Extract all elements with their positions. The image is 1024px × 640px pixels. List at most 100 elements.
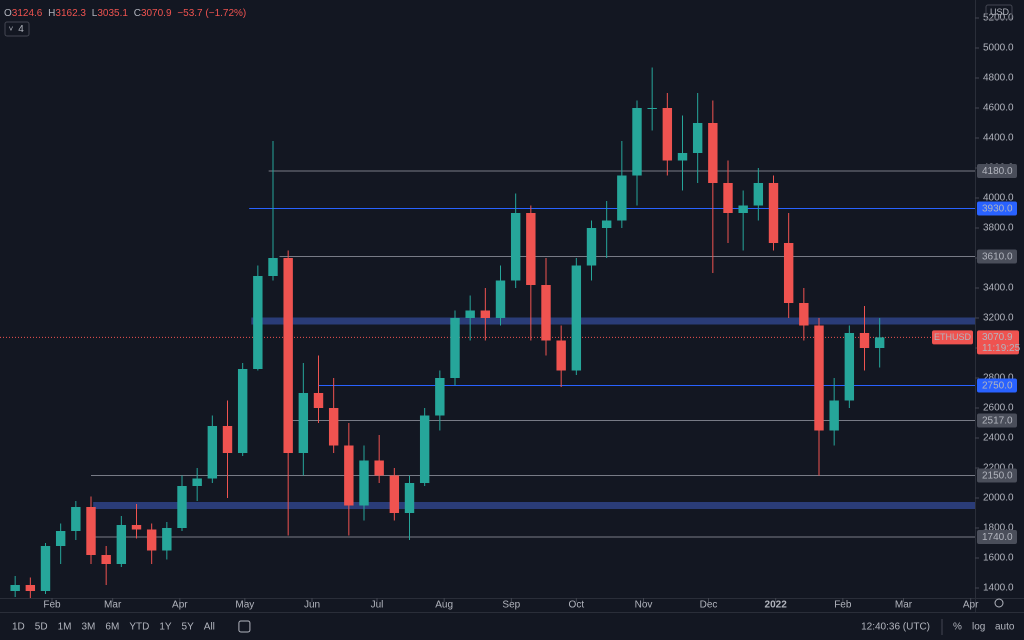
candle-body [844, 333, 855, 401]
candle-body [435, 378, 445, 416]
log-toggle[interactable]: log [972, 622, 985, 633]
range-button[interactable]: All [204, 622, 215, 633]
candle-body [419, 415, 430, 483]
y-tick-label: 5200.0 [983, 13, 1014, 24]
candle-body [632, 108, 642, 176]
level-tag [977, 530, 1017, 544]
candle-body [162, 528, 172, 551]
candle-body [131, 525, 142, 530]
y-tick-label: 4400.0 [983, 133, 1014, 144]
level-label: 1740.0 [982, 532, 1013, 543]
countdown-label: 11:19:25 [982, 343, 1021, 354]
candle-body [328, 408, 339, 446]
auto-toggle[interactable]: auto [995, 622, 1015, 633]
open-label: O [4, 8, 12, 19]
candle-body [541, 285, 551, 341]
candle-body [222, 426, 233, 453]
open-value: 3124.6 [12, 8, 43, 19]
y-tick-label: 3400.0 [983, 283, 1014, 294]
candle-body [526, 213, 536, 285]
indicator-toggle[interactable] [4, 21, 30, 37]
x-tick-label: Sep [502, 600, 520, 611]
percent-toggle[interactable]: % [953, 622, 962, 633]
y-tick-label: 4600.0 [983, 103, 1014, 114]
level-tag [977, 378, 1017, 393]
candle-body [283, 258, 293, 453]
ohlc-legend: O3124.6 H3162.3 L3035.1 C3070.9 −53.7 (−… [4, 8, 246, 19]
x-tick-label: Mar [104, 600, 122, 611]
y-tick-label: 4800.0 [983, 73, 1014, 84]
candle-body [814, 325, 824, 431]
candle-body [268, 258, 278, 276]
x-tick-label: Apr [172, 600, 188, 611]
x-tick-label: Nov [635, 600, 653, 611]
currency: USD [990, 7, 1010, 17]
y-tick-label: 4000.0 [983, 193, 1014, 204]
settings-icon[interactable] [994, 598, 1004, 608]
level-label: 2517.0 [982, 416, 1013, 427]
range-button[interactable]: 1Y [159, 622, 172, 633]
candle-body [662, 108, 673, 161]
candles [10, 67, 885, 598]
clock: 12:40:36 (UTC) [861, 622, 930, 633]
x-tick-label: Jul [371, 600, 384, 611]
range-button[interactable]: YTD [129, 622, 149, 633]
price-tag [977, 330, 1019, 355]
candle-body [617, 175, 627, 221]
y-tick-label: 3800.0 [983, 223, 1014, 234]
low-label: L [92, 8, 98, 19]
y-tick-label: 5000.0 [983, 43, 1014, 54]
high-value: 3162.3 [55, 8, 86, 19]
candle-body [253, 276, 263, 369]
candle-body [10, 585, 20, 591]
range-button[interactable]: 5D [35, 622, 48, 633]
candle-body [237, 369, 248, 453]
candle-body [374, 460, 384, 476]
candle-body [783, 243, 794, 303]
x-tick-label: Aug [435, 600, 453, 611]
candle-body [207, 426, 218, 479]
candle-body [71, 507, 81, 531]
y-tick-label: 2400.0 [983, 433, 1014, 444]
candle-body [738, 205, 748, 213]
range-button[interactable]: 5Y [182, 622, 195, 633]
candle-body [708, 123, 718, 183]
range-button[interactable]: 1D [12, 622, 25, 633]
candle-body [192, 478, 202, 486]
candle-body [768, 183, 779, 243]
range-button[interactable]: 3M [82, 622, 96, 633]
level-tag [977, 249, 1017, 264]
axes: 1400.0 1600.0 1800.0 2000.0 2200.0 2400.0 2600… [43, 13, 1020, 611]
range-button[interactable]: 1M [58, 622, 72, 633]
level-tag [977, 164, 1017, 178]
x-tick-label: Mar [895, 600, 913, 611]
symbol-tag [932, 330, 973, 345]
candle-body [647, 108, 657, 109]
y-tick-label: 2200.0 [983, 463, 1014, 474]
candle-body [101, 555, 111, 564]
levels [0, 170, 975, 538]
candle-body [86, 507, 96, 555]
chevron: ˅ [9, 25, 14, 34]
candle-body [313, 393, 324, 408]
currency-button[interactable] [985, 4, 1013, 20]
x-tick-label: Oct [569, 600, 585, 611]
date-range-icon[interactable] [238, 620, 251, 633]
range-button[interactable]: 6M [105, 622, 119, 633]
change: −53.7 (−1.72%) [177, 8, 246, 19]
x-tick-label: Apr [963, 600, 979, 611]
x-tick-label: 2022 [765, 600, 788, 611]
x-tick-label: May [235, 600, 254, 611]
candle-body [344, 445, 354, 506]
candle-body [510, 213, 521, 281]
high-label: H [48, 8, 55, 19]
indicator-count: 4 [18, 24, 24, 35]
candle-body [359, 460, 369, 506]
y-tick-label: 3200.0 [983, 313, 1014, 324]
header: O3124.6 H3162.3 L3035.1 C3070.9 −53.7 (−… [4, 4, 1013, 37]
y-tick-label: 1400.0 [983, 583, 1014, 594]
x-tick-label: Feb [43, 600, 61, 611]
candle-body [556, 340, 566, 371]
candle-body [586, 228, 597, 266]
